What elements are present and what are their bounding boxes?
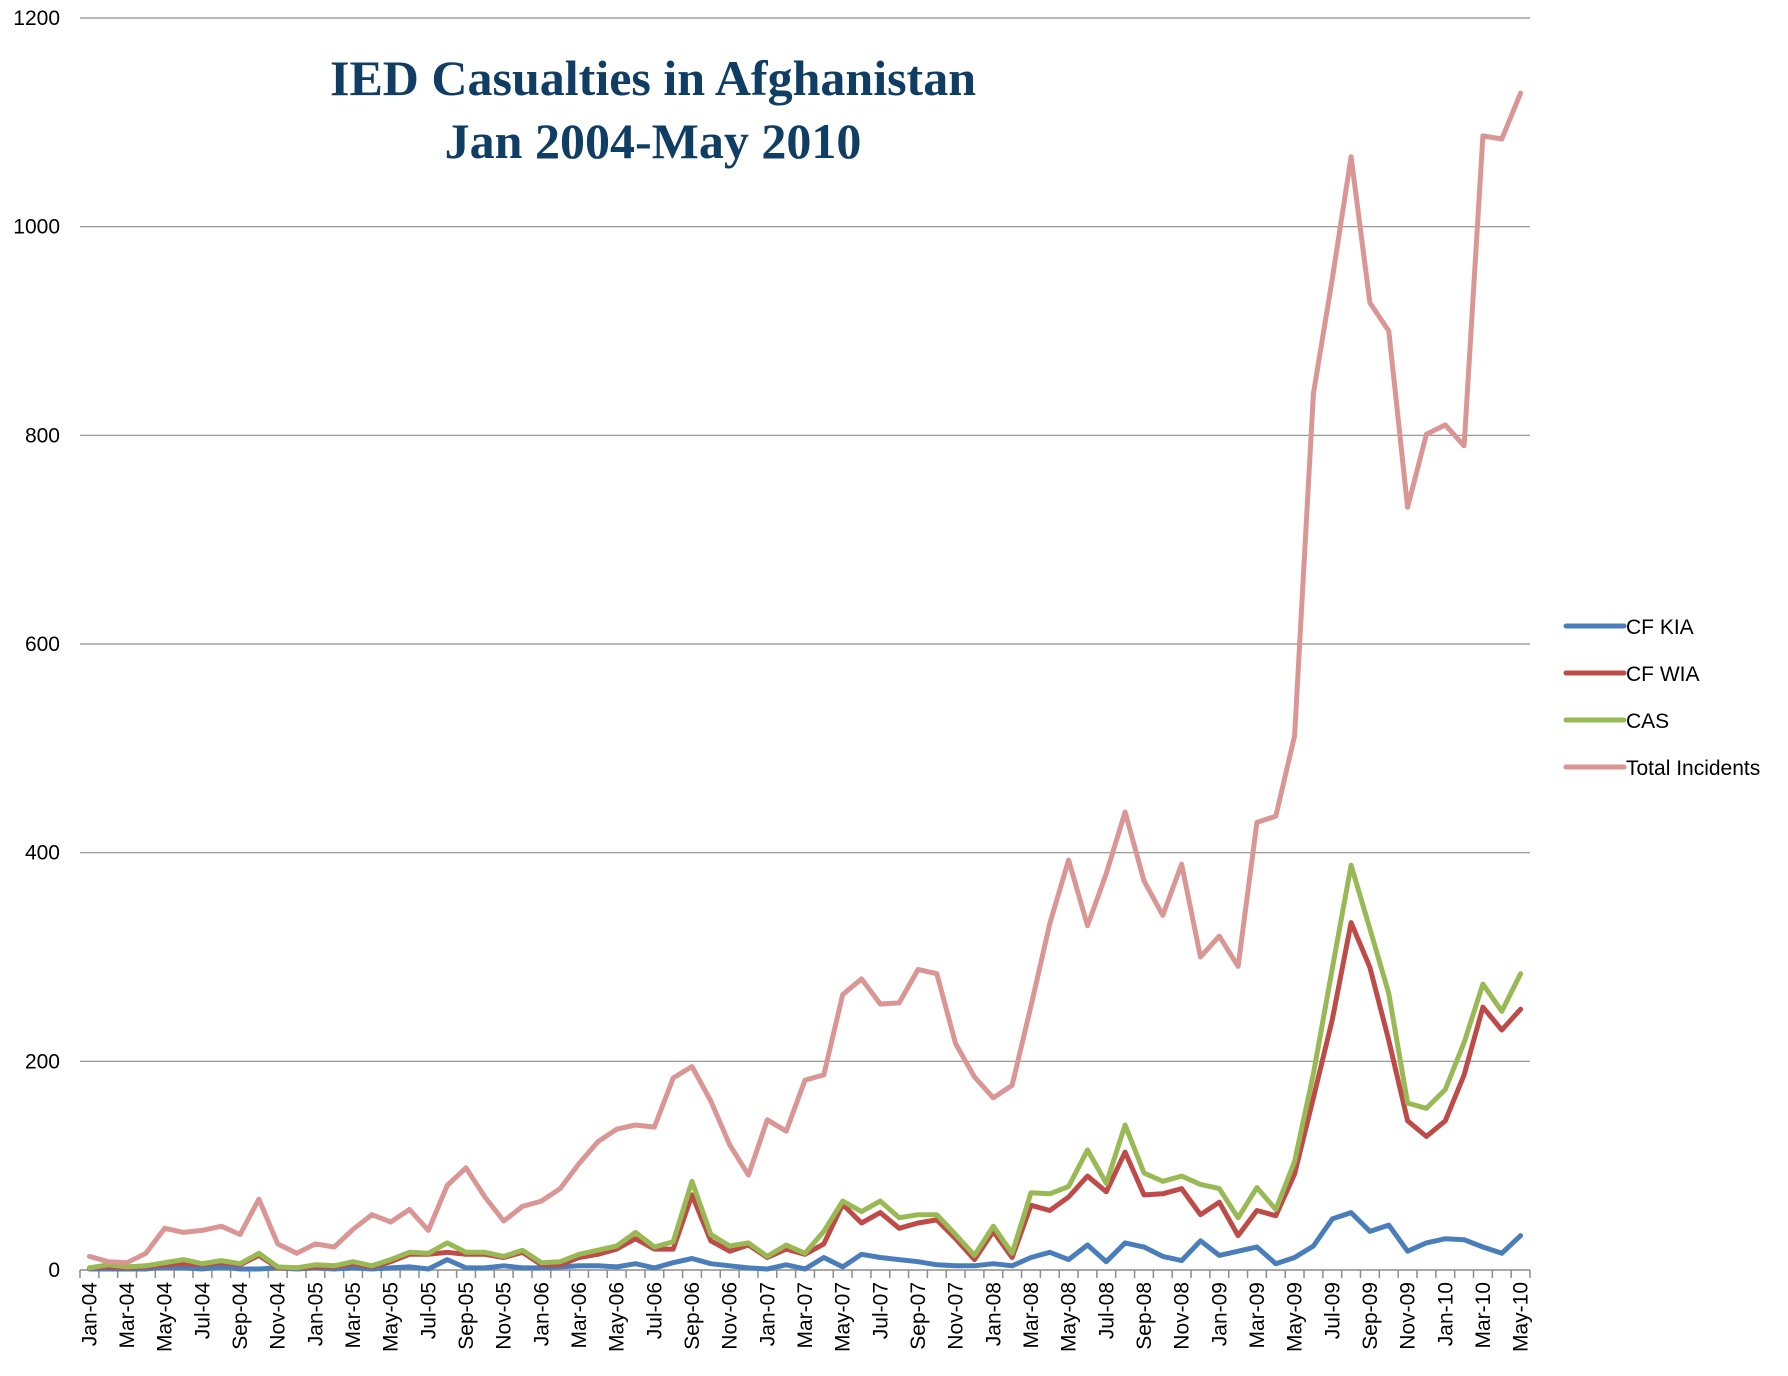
y-tick-label: 200 — [25, 1050, 60, 1073]
x-tick-label: Jul-09 — [1321, 1282, 1344, 1339]
gridlines — [80, 17, 1530, 1062]
x-tick-label: Mar-07 — [794, 1282, 817, 1349]
series-line-total-incidents — [86, 90, 1524, 1266]
x-tick-label: Mar-06 — [568, 1282, 591, 1349]
x-tick-label: Jan-09 — [1208, 1282, 1231, 1346]
x-tick-label: Jan-07 — [756, 1282, 779, 1346]
x-tick-label: May-07 — [832, 1282, 855, 1352]
x-tick-label: Jul-07 — [869, 1282, 892, 1339]
x-tick-label: Mar-09 — [1246, 1282, 1269, 1349]
legend-label-total-incidents: Total Incidents — [1626, 757, 1760, 780]
x-tick-label: May-05 — [380, 1282, 403, 1352]
y-tick-label: 600 — [25, 633, 60, 656]
x-tick-label: May-04 — [154, 1282, 177, 1352]
x-tick-label: Jul-05 — [417, 1282, 440, 1339]
x-tick-label: Sep-09 — [1359, 1282, 1382, 1350]
x-tick-label: Sep-08 — [1133, 1282, 1156, 1350]
chart-title-line-1: IED Casualties in Afghanistan — [330, 50, 976, 106]
x-tick-label: Nov-08 — [1171, 1282, 1194, 1350]
series-line-cf-wia — [86, 920, 1524, 1271]
x-tick-label: May-10 — [1510, 1282, 1533, 1352]
x-tick-label: Jul-08 — [1095, 1282, 1118, 1339]
chart-title: IED Casualties in Afghanistan Jan 2004-M… — [330, 50, 976, 169]
y-axis: 0 200 400 600 800 1000 1200 — [13, 7, 60, 1282]
x-tick-label: Jan-04 — [78, 1282, 101, 1347]
x-tick-label: Sep-07 — [907, 1282, 930, 1350]
x-tick-label: Nov-06 — [719, 1282, 742, 1350]
x-tick-label: Jul-06 — [643, 1282, 666, 1339]
y-tick-label: 0 — [48, 1259, 60, 1282]
legend: CF KIA CF WIA CAS Total Incidents — [1563, 616, 1760, 780]
legend-label-cf-kia: CF KIA — [1626, 616, 1694, 639]
x-tick-label: Nov-09 — [1397, 1282, 1420, 1350]
x-tick-label: Jan-05 — [304, 1282, 327, 1346]
y-tick-label: 400 — [25, 842, 60, 865]
y-tick-label: 800 — [25, 424, 60, 447]
x-tick-label: May-08 — [1058, 1282, 1081, 1352]
series-line-cas — [86, 862, 1524, 1271]
x-tick-label: Jan-08 — [982, 1282, 1005, 1346]
x-tick-label: Jan-06 — [530, 1282, 553, 1346]
y-tick-label: 1000 — [13, 216, 60, 239]
series-lines — [86, 90, 1524, 1272]
x-tick-label: Mar-10 — [1472, 1282, 1495, 1349]
legend-label-cf-wia: CF WIA — [1626, 663, 1700, 686]
x-tick-label: Nov-05 — [493, 1282, 516, 1350]
y-tick-label: 1200 — [13, 7, 60, 30]
x-tick-label: May-09 — [1284, 1282, 1307, 1352]
x-tick-label: Mar-04 — [116, 1282, 139, 1349]
chart-title-line-2: Jan 2004-May 2010 — [445, 113, 862, 169]
x-tick-label: Sep-06 — [681, 1282, 704, 1350]
x-tick-label: Jul-04 — [191, 1282, 214, 1340]
x-tick-label: Nov-07 — [945, 1282, 968, 1350]
series-line-cf-kia — [86, 1210, 1524, 1272]
x-tick-label: Nov-04 — [267, 1282, 290, 1350]
x-tick-label: Sep-04 — [229, 1282, 252, 1350]
x-tick-label: Mar-08 — [1020, 1282, 1043, 1349]
x-tick-label: Mar-05 — [342, 1282, 365, 1349]
x-tick-label: May-06 — [606, 1282, 629, 1352]
legend-label-cas: CAS — [1626, 710, 1669, 733]
x-axis: Jan-04 Mar-04 May-04 Jul-04 Sep-04 Nov-04 Jan-… — [78, 1269, 1533, 1352]
x-tick-label: Jan-10 — [1434, 1282, 1457, 1346]
x-tick-label: Sep-05 — [455, 1282, 478, 1350]
